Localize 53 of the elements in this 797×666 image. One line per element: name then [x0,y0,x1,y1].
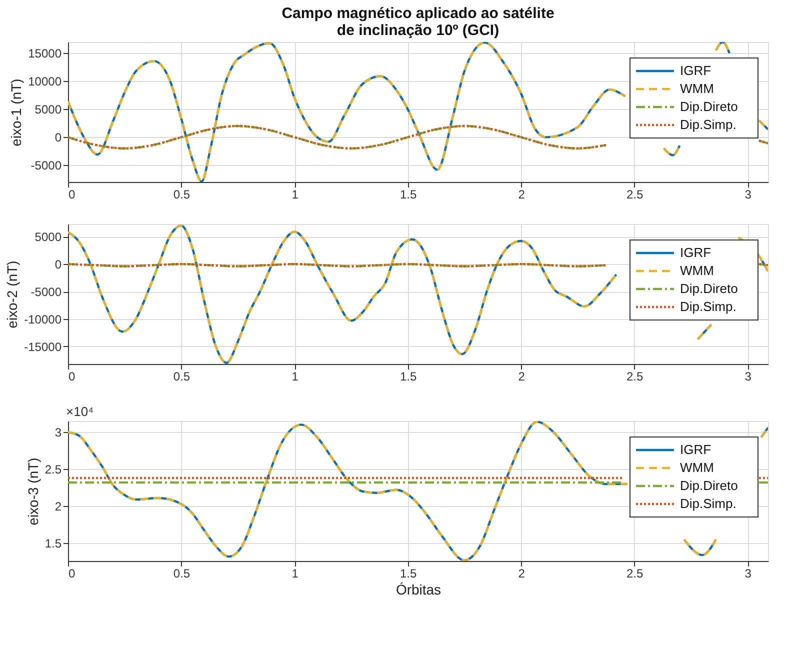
y-tick-label: 2.5 [44,462,62,477]
x-tick-label: 1 [292,566,299,580]
legend-label: Dip.Simp. [680,299,736,314]
x-tick-label: 0.5 [173,370,190,384]
y-tick-label: 15000 [28,46,62,61]
legend-label: WMM [680,263,714,278]
x-tick-label: 1.5 [400,370,417,384]
legend-label: IGRF [680,245,712,260]
x-tick-label: 2.5 [626,566,644,580]
legend-label: WMM [680,81,714,96]
x-tick-label: 3 [744,370,752,384]
y-tick-label: 1.5 [44,536,62,551]
y-tick-label: -10000 [24,312,62,326]
x-tick-label: 0 [68,566,76,580]
y-axis-title: eixo-1 (nT) [8,78,24,146]
series-label: Dip.Direto [680,478,738,493]
y-tick-label: 0 [54,258,62,272]
y-tick-label: -5000 [30,285,62,300]
y-tick-label: 2 [54,500,62,514]
y-tick-label: -15000 [24,340,62,354]
x-tick-label: 0 [68,188,76,202]
legend-label: WMM [680,460,714,475]
x-tick-label: 2 [518,566,526,580]
chart-title: Campo magnético aplicado ao satélite de inclinação 10º (GCI) [282,5,554,39]
x-axis-title: Órbitas [396,582,442,598]
x-tick-label: 2 [518,188,526,202]
x-tick-label: 2 [518,370,526,384]
legend-label: Dip.Simp. [680,117,736,132]
x-tick-label: 1.5 [400,188,417,202]
x-tick-label: 1 [292,188,299,202]
y-tick-label: 5000 [34,230,62,244]
x-tick-label: 2.5 [626,370,644,384]
x-tick-label: 1.5 [400,566,417,580]
y-axis-title: eixo-3 (nT) [24,458,41,526]
x-tick-label: 3 [744,566,752,580]
x-tick-label: 0.5 [173,188,190,202]
text: ×10⁴ [66,404,94,419]
y-tick-label: 0 [54,130,62,145]
x-tick-label: 2.5 [626,188,644,202]
y-tick-label: -5000 [30,158,62,173]
legend-label: IGRF [680,63,712,78]
x-tick-label: 1 [292,370,299,384]
y-axis-title: eixo-2 (nT) [4,260,20,328]
y-tick-label: 3 [54,426,62,440]
legend-label: Dip.Simp. [680,496,736,511]
x-tick-label: 3 [744,188,752,202]
y-tick-label: 5000 [34,102,62,117]
y-tick-label: 10000 [28,74,62,89]
x-tick-label: 0.5 [173,566,190,580]
legend-label: Dip.Direto [680,281,738,296]
x-tick-label: 0 [68,370,76,384]
legend-label: Dip.Direto [680,99,738,114]
legend-label: IGRF [680,442,712,457]
